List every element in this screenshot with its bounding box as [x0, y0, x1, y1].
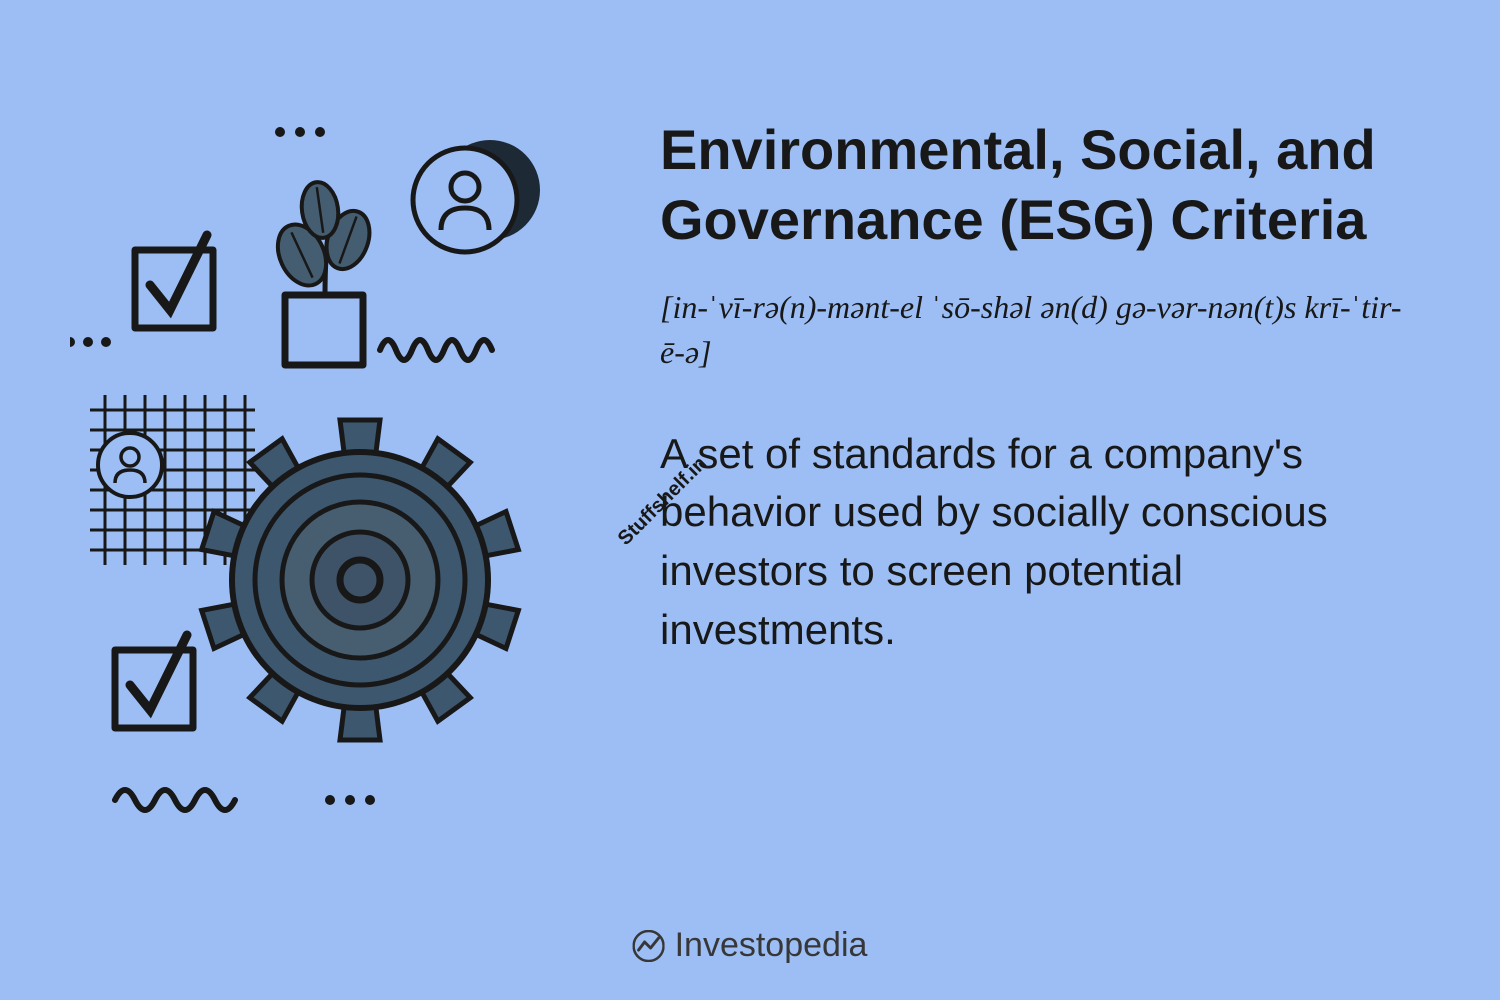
dots-bottom: [325, 795, 375, 805]
person-icon: [413, 140, 540, 252]
footer-logo: Investopedia: [633, 926, 868, 965]
definition: A set of standards for a company's behav…: [660, 425, 1420, 660]
checkbox-top: [135, 235, 213, 328]
checkbox-bottom: [115, 635, 193, 728]
title: Environmental, Social, and Governance (E…: [660, 115, 1420, 255]
squiggle-bottom: [115, 790, 235, 810]
illustration-svg: [70, 120, 610, 820]
small-person-icon: [98, 433, 162, 497]
esg-illustration: [70, 120, 610, 820]
dots-top: [275, 127, 325, 137]
plant-icon: [269, 180, 378, 365]
footer-brand-text: Investopedia: [675, 926, 868, 965]
dots-left: [70, 337, 111, 347]
gear-icon: [202, 420, 519, 740]
investopedia-logo-icon: [633, 930, 665, 962]
pronunciation: [in-ˈvī-rə(n)-mənt-el ˈsō-shəl ən(d) gə-…: [660, 285, 1420, 375]
text-content: Environmental, Social, and Governance (E…: [660, 115, 1420, 660]
squiggle-top: [380, 340, 492, 360]
